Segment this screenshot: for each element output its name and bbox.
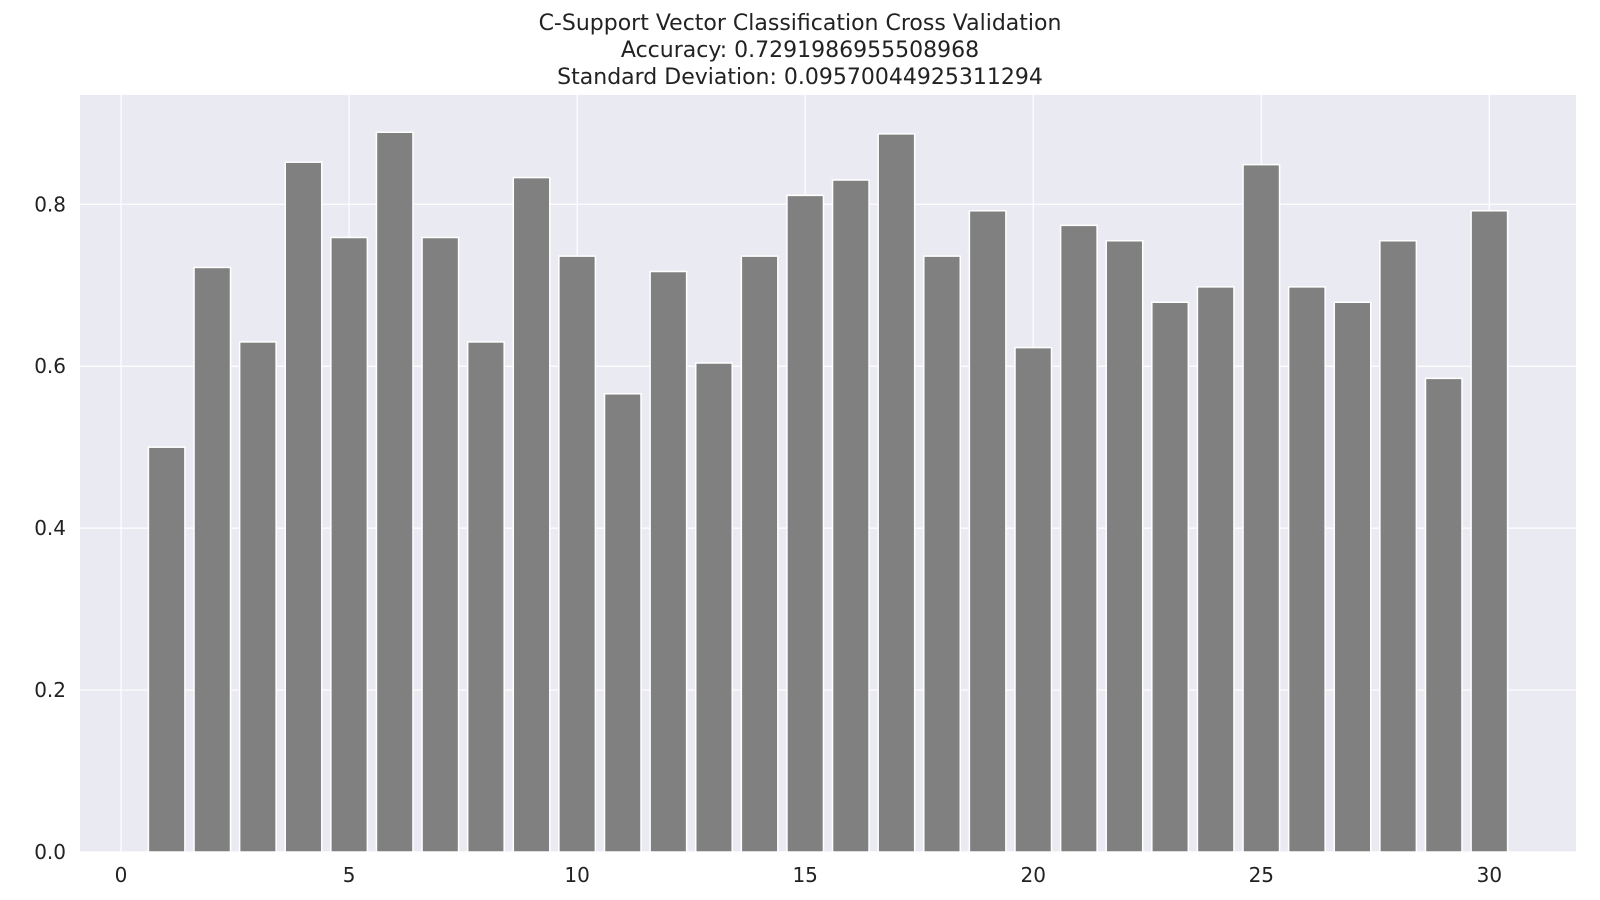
bar (923, 255, 962, 853)
bar (558, 255, 597, 853)
bar (1196, 286, 1235, 853)
bar (740, 255, 779, 853)
bar (1333, 301, 1372, 853)
bar (831, 179, 870, 853)
bar (649, 270, 688, 853)
x-tick-label: 30 (1477, 863, 1502, 887)
x-tick-label: 20 (1021, 863, 1046, 887)
chart-title-block: C-Support Vector Classification Cross Va… (0, 10, 1600, 91)
bar (877, 133, 916, 853)
x-tick-label: 25 (1249, 863, 1274, 887)
bar (694, 362, 733, 853)
bar (968, 210, 1007, 853)
y-tick-label: 0.2 (34, 678, 66, 702)
bar (193, 266, 232, 853)
y-tick-label: 0.8 (34, 192, 66, 216)
bar (1470, 210, 1509, 853)
bar (1379, 239, 1418, 853)
x-tick-label: 10 (564, 863, 589, 887)
bar (421, 236, 460, 853)
y-tick-label: 0.6 (34, 354, 66, 378)
bar (375, 131, 414, 853)
bar (330, 236, 369, 853)
bar (1424, 377, 1463, 853)
x-tick-label: 15 (792, 863, 817, 887)
bar (1014, 346, 1053, 853)
accuracy-label: Accuracy: 0.7291986955508968 (620, 38, 980, 63)
x-tick-label: 5 (343, 863, 356, 887)
bar (1242, 163, 1281, 853)
bar (238, 341, 277, 853)
std-dev-label: Standard Deviation: 0.09570044925311294 (557, 65, 1043, 90)
bar (512, 176, 551, 853)
chart-title: C-Support Vector Classification Cross Va… (538, 11, 1062, 36)
bar (1059, 224, 1098, 853)
bar (466, 341, 505, 853)
bar (603, 393, 642, 853)
bar (1105, 239, 1144, 853)
bar (284, 161, 323, 853)
bar (1151, 301, 1190, 853)
y-tick-label: 0.4 (34, 516, 66, 540)
bar (786, 194, 825, 853)
bar (1287, 286, 1326, 853)
x-tick-label: 0 (115, 863, 128, 887)
y-tick-label: 0.0 (34, 840, 66, 864)
plot-background (80, 95, 1576, 852)
bar (147, 446, 186, 853)
